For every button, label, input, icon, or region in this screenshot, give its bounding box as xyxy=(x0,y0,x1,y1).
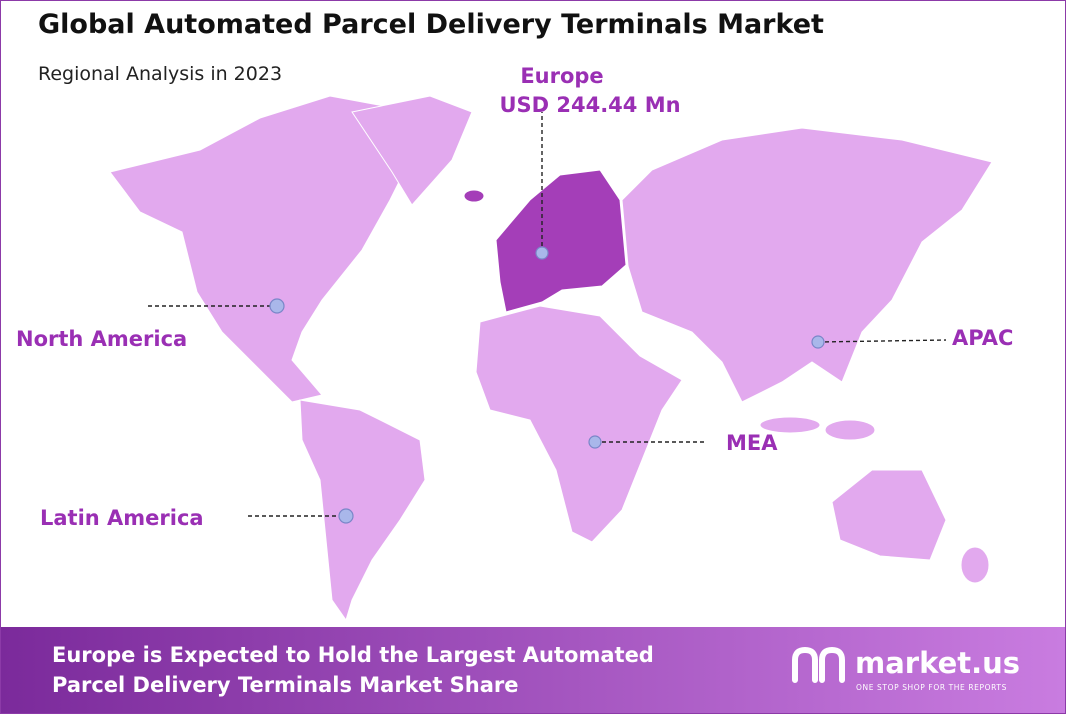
footer-text: Parcel Delivery Terminals Market Share xyxy=(52,673,519,697)
region-value: USD 244.44 Mn xyxy=(499,93,680,117)
world-map xyxy=(109,95,993,622)
footer-band xyxy=(1,627,1065,713)
marker xyxy=(588,435,602,449)
marker xyxy=(811,335,825,349)
region-label: Europe xyxy=(520,64,603,88)
region-label: North America xyxy=(16,327,187,351)
brand: market.us xyxy=(855,646,1020,680)
logo xyxy=(792,646,845,683)
title: Global Automated Parcel Delivery Termina… xyxy=(38,9,824,40)
marker xyxy=(338,508,354,524)
region-label: Latin America xyxy=(40,506,204,530)
marker xyxy=(269,298,285,314)
region-label: MEA xyxy=(726,431,778,455)
marker xyxy=(535,246,549,260)
region-label: APAC xyxy=(952,326,1013,350)
subtitle: Regional Analysis in 2023 xyxy=(38,63,282,85)
tagline: ONE STOP SHOP FOR THE REPORTS xyxy=(856,683,1007,692)
footer-text: Europe is Expected to Hold the Largest A… xyxy=(52,643,654,667)
leader-line xyxy=(817,339,947,343)
